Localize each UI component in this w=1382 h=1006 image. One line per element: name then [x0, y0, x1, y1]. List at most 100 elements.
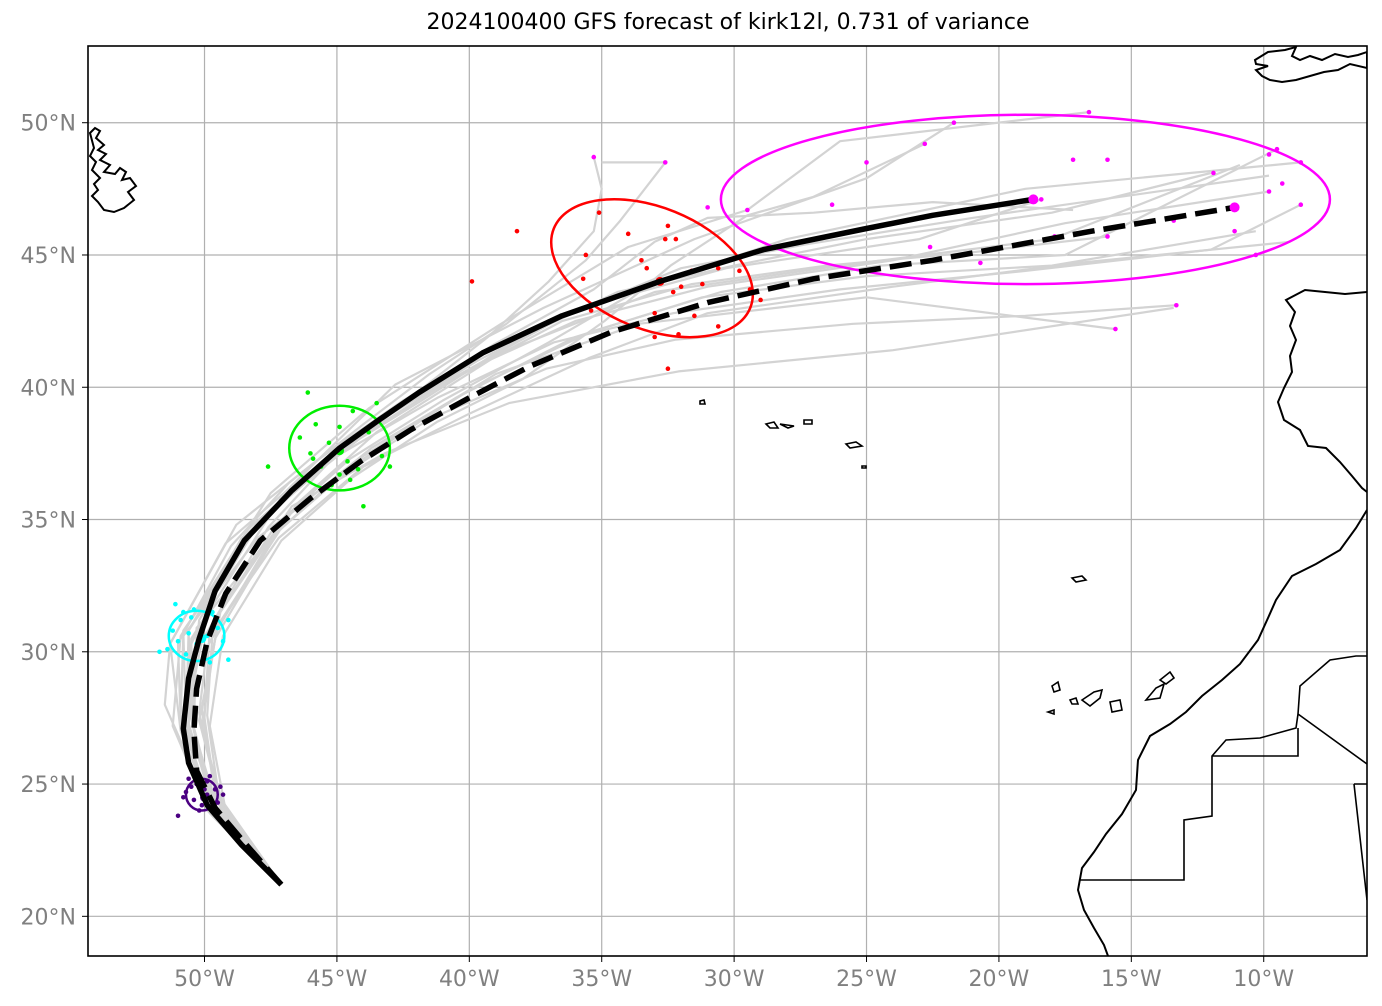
member-position-96h — [670, 289, 676, 295]
canary-islands — [1045, 670, 1176, 716]
member-position-48h — [178, 617, 183, 623]
member-position-120h — [1298, 160, 1304, 165]
member-position-24h — [188, 784, 194, 789]
member-position-120h — [1279, 181, 1285, 186]
member-position-48h — [215, 625, 221, 631]
member-position-24h — [191, 797, 197, 803]
uncertainty-ellipse-48h — [167, 609, 226, 663]
member-position-72h — [265, 464, 271, 469]
ensemble-member-track — [176, 161, 667, 886]
y-tick-label: 50°N — [21, 112, 76, 137]
member-position-96h — [665, 223, 671, 229]
member-position-48h — [181, 609, 186, 615]
member-position-48h — [226, 657, 231, 663]
member-position-96h — [758, 297, 763, 303]
member-position-120h — [1266, 152, 1272, 157]
member-position-72h — [350, 408, 356, 414]
x-tick-label: 25°W — [836, 967, 897, 992]
member-position-24h — [204, 779, 210, 784]
member-position-72h — [361, 503, 366, 509]
member-position-48h — [220, 638, 226, 644]
member-position-48h — [157, 649, 162, 655]
iberia-coast — [1276, 288, 1367, 493]
member-position-120h — [705, 205, 710, 210]
member-position-120h — [951, 120, 957, 126]
ensemble-member-track — [192, 304, 1177, 886]
ireland-coast — [1253, 46, 1367, 84]
member-position-96h — [652, 334, 657, 340]
member-position-120h — [927, 244, 933, 250]
ensemble-member-track — [163, 156, 603, 886]
x-tick-label: 45°W — [307, 967, 368, 992]
member-position-96h — [469, 279, 475, 284]
member-position-48h — [226, 617, 231, 623]
member-position-120h — [591, 154, 597, 160]
mean-track-endpoint — [1028, 194, 1039, 205]
uncertainty-ellipses — [167, 113, 1332, 812]
ensemble-member-track — [198, 306, 1174, 886]
member-position-72h — [337, 472, 342, 477]
member-position-72h — [305, 390, 311, 395]
ensemble-member-track — [200, 163, 1241, 886]
member-position-24h — [196, 808, 202, 813]
member-position-24h — [175, 813, 181, 819]
member-position-96h — [580, 276, 586, 282]
member-position-120h — [1211, 170, 1216, 176]
member-position-48h — [175, 638, 181, 644]
member-position-24h — [215, 800, 221, 805]
member-position-120h — [1038, 197, 1044, 202]
member-position-96h — [678, 284, 684, 290]
ensemble-member-track — [187, 235, 1108, 886]
member-position-96h — [652, 310, 657, 316]
member-position-72h — [345, 459, 350, 464]
member-position-24h — [199, 802, 205, 808]
member-position-120h — [922, 141, 928, 147]
member-position-120h — [1070, 157, 1076, 163]
member-position-48h — [183, 652, 189, 657]
y-axis-ticks: 20°N 25°N 30°N 35°N 40°N 45°N 50°N — [21, 112, 88, 930]
member-position-120h — [978, 260, 983, 266]
x-tick-label: 35°W — [571, 967, 632, 992]
member-position-96h — [715, 265, 721, 271]
y-tick-label: 20°N — [21, 905, 76, 930]
member-position-120h — [1232, 228, 1237, 234]
member-position-96h — [662, 236, 668, 242]
madeira-island — [1070, 575, 1088, 583]
member-position-96h — [583, 252, 589, 258]
map-title: 2024100400 GFS forecast of kirk12l, 0.73… — [426, 10, 1030, 35]
ensemble-member-track — [203, 161, 1301, 886]
ensemble-member-track — [184, 174, 1270, 886]
y-tick-label: 25°N — [21, 773, 76, 798]
forecast-position-points — [157, 109, 1304, 819]
ensemble-member-tracks — [163, 111, 1302, 886]
x-tick-label: 30°W — [704, 967, 765, 992]
member-position-120h — [1174, 302, 1179, 308]
member-position-24h — [212, 787, 218, 792]
member-position-120h — [1253, 252, 1259, 258]
ensemble-member-track — [187, 203, 1302, 886]
member-position-120h — [1298, 202, 1304, 208]
member-position-96h — [514, 228, 520, 234]
gridlines — [88, 46, 1367, 956]
member-position-48h — [191, 607, 197, 612]
deterministic-track-endpoint — [1229, 202, 1240, 213]
member-position-120h — [1274, 146, 1280, 152]
x-tick-label: 15°W — [1101, 967, 1162, 992]
ensemble-member-track — [187, 190, 1270, 886]
uncertainty-ellipse-120h — [719, 113, 1332, 286]
uncertainty-ellipse-96h — [549, 197, 755, 339]
member-position-120h — [1266, 189, 1272, 194]
member-position-72h — [326, 440, 332, 446]
x-tick-label: 50°W — [174, 967, 235, 992]
member-position-48h — [207, 660, 213, 665]
member-position-48h — [186, 630, 191, 636]
ensemble-member-track — [206, 240, 1291, 886]
uncertainty-ellipse-72h — [288, 404, 392, 492]
member-position-96h — [673, 236, 679, 242]
member-position-120h — [745, 207, 750, 213]
y-tick-label: 40°N — [21, 376, 76, 401]
x-tick-label: 40°W — [439, 967, 500, 992]
member-position-72h — [387, 464, 393, 469]
member-position-96h — [692, 313, 697, 319]
